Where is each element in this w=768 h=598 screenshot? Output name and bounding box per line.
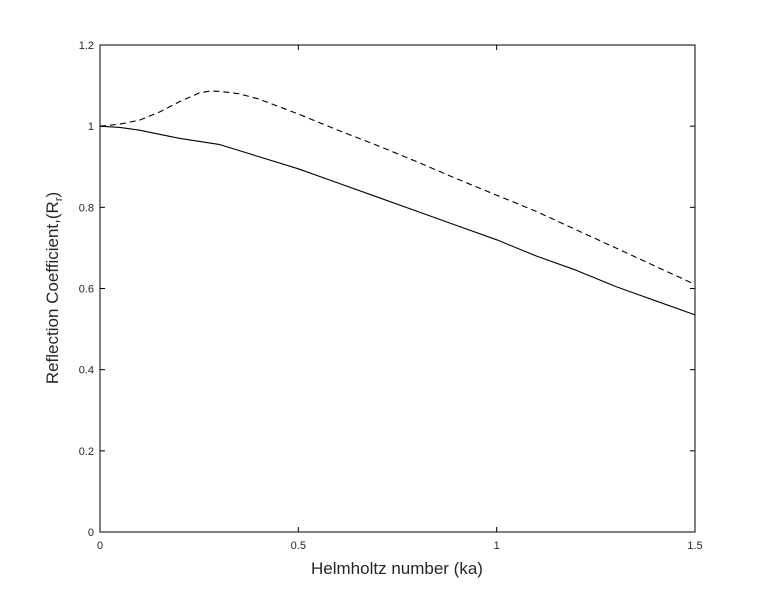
- y-tick-label: 1: [88, 121, 94, 133]
- plot-area: [99, 44, 696, 533]
- y-tick-label: 1.2: [79, 40, 94, 52]
- x-tick-label: 0.5: [291, 540, 306, 552]
- y-tick-label: 0.8: [79, 202, 94, 214]
- y-axis-label-close: ): [43, 192, 62, 198]
- x-tick-label: 1.5: [687, 540, 702, 552]
- y-tick-label: 0.2: [79, 446, 94, 458]
- series-line-dashed: [99, 90, 696, 285]
- x-tick-label: 1: [494, 540, 500, 552]
- y-axis-label: Reflection Coefficient,(Rr): [43, 192, 65, 384]
- y-tick-label: 0.6: [79, 284, 94, 296]
- tick-labels: 0 0.5 1 1.5 0 0.2 0.4 0.6 0.8 1 1.2: [79, 40, 703, 552]
- y-axis-label-subscript: r: [53, 197, 65, 201]
- y-axis-label-main: Reflection Coefficient,(R: [43, 201, 62, 384]
- series-line-solid: [99, 125, 696, 316]
- y-tick-label: 0.4: [79, 365, 94, 377]
- x-tick-label: 0: [97, 540, 103, 552]
- x-axis-label: Helmholtz number (ka): [311, 559, 483, 578]
- y-tick-label: 0: [88, 527, 94, 539]
- series-layer: [99, 90, 696, 316]
